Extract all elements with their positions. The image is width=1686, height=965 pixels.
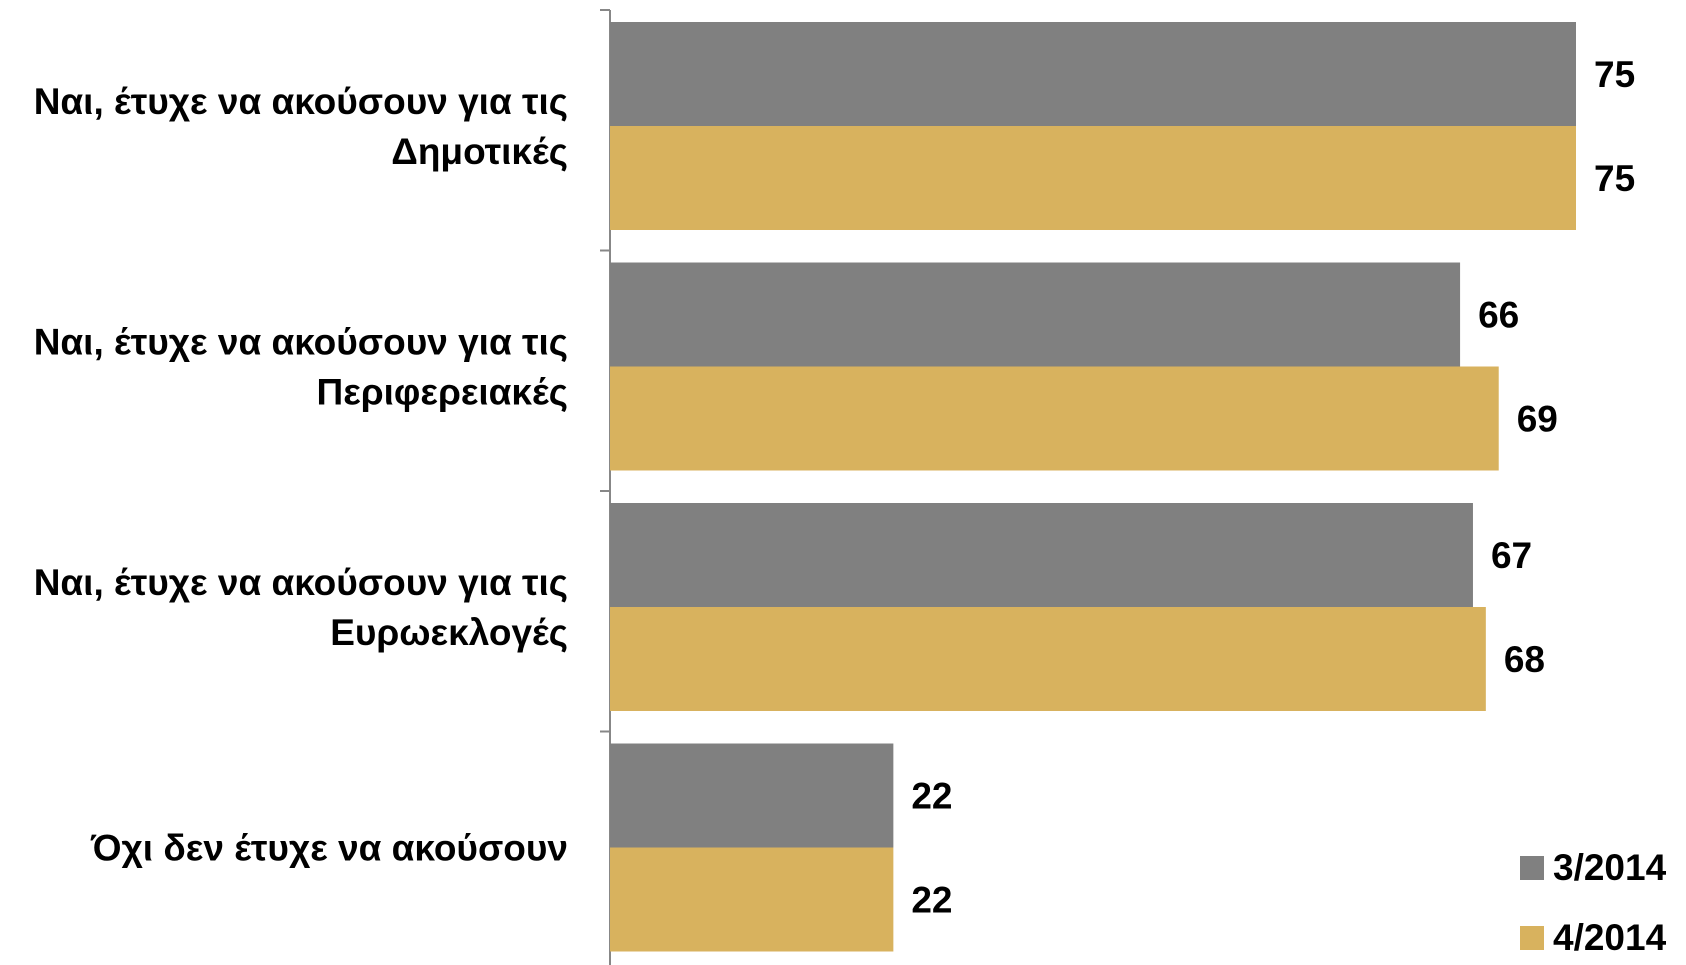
bar bbox=[610, 607, 1486, 711]
legend: 3/2014 4/2014 bbox=[1520, 847, 1667, 958]
bar bbox=[610, 847, 894, 952]
category-label: Ναι, έτυχε να ακούσουν για τις bbox=[34, 322, 568, 363]
category-label: Όχι δεν έτυχε να ακούσουν bbox=[90, 828, 568, 869]
legend-label: 4/2014 bbox=[1553, 917, 1667, 958]
bars-group bbox=[610, 22, 1576, 952]
data-label: 67 bbox=[1491, 535, 1532, 576]
category-label: Δημοτικές bbox=[391, 131, 568, 172]
data-label: 75 bbox=[1594, 54, 1635, 95]
bar bbox=[610, 743, 894, 848]
bar bbox=[610, 366, 1499, 471]
category-label: Ναι, έτυχε να ακούσουν για τις bbox=[34, 81, 568, 122]
data-label: 69 bbox=[1517, 399, 1558, 440]
category-axis bbox=[600, 9, 611, 965]
bar bbox=[610, 22, 1576, 126]
data-label: 22 bbox=[911, 776, 952, 817]
data-label: 22 bbox=[911, 880, 952, 921]
data-label: 66 bbox=[1478, 295, 1519, 336]
data-label: 75 bbox=[1594, 158, 1635, 199]
bar bbox=[610, 503, 1473, 607]
value-labels: 75 75 66 69 67 68 22 22 bbox=[911, 54, 1635, 921]
bar bbox=[610, 262, 1461, 367]
legend-swatch bbox=[1520, 926, 1544, 950]
category-labels: Ναι, έτυχε να ακούσουν για τις Δημοτικές Ν… bbox=[34, 81, 568, 869]
category-label: Ναι, έτυχε να ακούσουν για τις bbox=[34, 562, 568, 603]
data-label: 68 bbox=[1504, 639, 1545, 680]
legend-label: 3/2014 bbox=[1553, 847, 1667, 888]
category-label: Περιφερειακές bbox=[316, 372, 568, 413]
bar bbox=[610, 126, 1576, 230]
legend-swatch bbox=[1520, 856, 1544, 880]
category-label: Ευρωεκλογές bbox=[330, 612, 568, 653]
